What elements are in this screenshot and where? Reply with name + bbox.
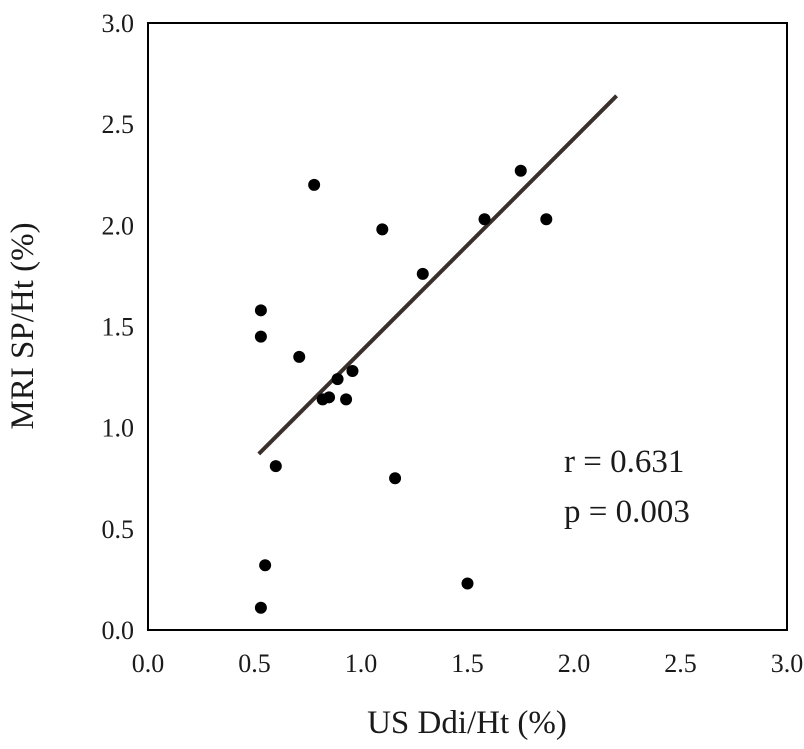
x-tick-labels: 0.0 0.5 1.0 1.5 2.0 2.5 3.0: [132, 649, 804, 678]
x-tick-label: 3.0: [771, 649, 804, 678]
y-tick-label: 2.0: [102, 211, 135, 240]
y-tick-label: 2.5: [102, 110, 135, 139]
data-point: [323, 391, 336, 404]
data-point: [461, 577, 474, 590]
y-tick-label: 1.5: [102, 313, 135, 342]
data-point: [254, 601, 267, 614]
x-tick-label: 2.0: [558, 649, 591, 678]
x-tick-label: 1.0: [345, 649, 378, 678]
data-point: [389, 472, 402, 485]
x-tick-label: 0.0: [132, 649, 165, 678]
data-point: [254, 304, 267, 317]
y-tick-label: 3.0: [102, 9, 135, 38]
data-point: [340, 393, 353, 406]
data-point: [269, 460, 282, 473]
y-axis-title: MRI SP/Ht (%): [5, 222, 41, 429]
data-point: [293, 350, 306, 363]
data-point: [259, 559, 272, 572]
data-point: [346, 365, 359, 378]
y-tick-label: 0.5: [102, 515, 135, 544]
x-tick-label: 0.5: [238, 649, 271, 678]
trend-line: [257, 94, 619, 456]
data-point: [540, 213, 553, 226]
x-axis-title: US Ddi/Ht (%): [367, 705, 567, 741]
data-points: [254, 164, 553, 614]
data-point: [376, 223, 389, 236]
stat-r: r = 0.631: [564, 444, 684, 480]
stat-p: p = 0.003: [564, 494, 690, 530]
data-point: [308, 178, 321, 191]
x-tick-label: 2.5: [664, 649, 697, 678]
x-tick-label: 1.5: [451, 649, 484, 678]
data-point: [254, 330, 267, 343]
data-point: [478, 213, 491, 226]
y-tick-label: 1.0: [102, 414, 135, 443]
y-tick-labels: 0.0 0.5 1.0 1.5 2.0 2.5 3.0: [102, 9, 135, 645]
y-tick-label: 0.0: [102, 616, 135, 645]
plot-area: [147, 22, 788, 631]
data-point: [514, 164, 527, 177]
data-point: [331, 373, 344, 386]
data-point: [416, 267, 429, 280]
